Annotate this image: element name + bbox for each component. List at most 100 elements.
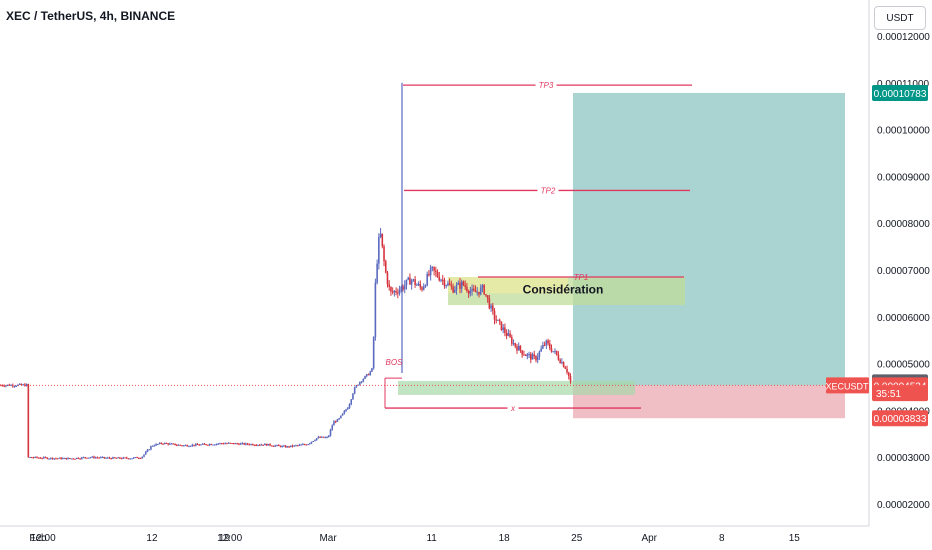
x-tick-label: 15: [789, 533, 801, 544]
annotations: Considération BOS: [384, 283, 603, 409]
candle-body: [17, 384, 19, 386]
candle-body: [48, 458, 50, 460]
candle-body: [481, 285, 484, 288]
candle-body: [338, 418, 340, 420]
price-label-stop: 0.00003833: [874, 414, 927, 425]
candle-body: [105, 457, 107, 459]
candle-body: [471, 288, 473, 292]
candle-body: [125, 457, 128, 459]
y-tick-label: 0.00003000: [877, 453, 930, 464]
candle-body: [103, 456, 106, 458]
candle-body: [547, 340, 549, 344]
candle-body: [326, 436, 328, 438]
candle-body: [236, 443, 239, 445]
candle-body: [384, 261, 387, 273]
candle-body: [81, 457, 83, 459]
candle-body: [543, 344, 546, 346]
candle-body: [545, 340, 548, 346]
candle-body: [124, 457, 126, 459]
candle-body: [459, 282, 461, 289]
candle-body: [129, 458, 132, 460]
candle-body: [44, 457, 47, 459]
candle-body: [49, 457, 52, 459]
candle-body: [564, 367, 567, 369]
candle-body: [531, 354, 534, 360]
candle-body: [219, 443, 221, 445]
x-tick-label: 12:00: [217, 533, 242, 544]
candle-body: [65, 457, 68, 460]
y-tick-label: 0.00010000: [877, 126, 930, 137]
candle-body: [106, 457, 109, 459]
candle-body: [535, 356, 537, 361]
candle-body: [333, 421, 335, 426]
candle-body: [186, 445, 188, 447]
candle-body: [248, 444, 251, 446]
candle-body: [315, 438, 318, 441]
candle-body: [188, 446, 190, 448]
candle-body: [492, 305, 494, 311]
candle-body: [343, 411, 346, 414]
price-axis[interactable]: 0.00012000 0.00011000 0.00010000 0.00009000…: [877, 32, 930, 511]
candle-body: [340, 415, 342, 419]
candle-body: [281, 445, 283, 447]
candle-body: [308, 443, 311, 445]
candle-body: [22, 384, 24, 386]
candle-body: [488, 298, 491, 309]
candle-body: [227, 442, 230, 444]
level-label-tp2: TP2: [541, 186, 556, 195]
candle-body: [110, 458, 113, 460]
candle-body: [284, 445, 287, 448]
candle-body: [336, 419, 339, 422]
candle-body: [98, 457, 100, 459]
candle-body: [37, 457, 40, 459]
candle-body: [226, 443, 228, 445]
candle-body: [424, 285, 427, 287]
candle-body: [119, 457, 121, 459]
candle-body: [510, 337, 513, 344]
candle-body: [82, 457, 85, 459]
candle-body: [359, 381, 361, 385]
candle-body: [224, 443, 226, 445]
candle-body: [554, 350, 556, 352]
candle-body: [523, 354, 525, 356]
candle-body: [165, 442, 168, 444]
candle-body: [466, 286, 468, 291]
candle-body: [302, 444, 304, 446]
candle-body: [378, 237, 380, 264]
candle-body: [286, 446, 289, 448]
candle-body: [195, 444, 197, 446]
candle-body: [414, 279, 416, 285]
currency-button[interactable]: USDT: [874, 6, 926, 30]
candle-body: [25, 384, 28, 387]
candle-body: [362, 378, 365, 382]
candle-body: [557, 354, 560, 360]
candle-body: [181, 445, 183, 447]
candle-body: [251, 444, 254, 446]
target-zone: [573, 92, 845, 386]
candle-body: [296, 445, 299, 447]
level-label-bg: [507, 403, 519, 413]
candle-body: [101, 456, 104, 458]
candle-body: [369, 371, 372, 376]
candle-body: [509, 333, 511, 338]
candle-body: [483, 285, 485, 295]
candle-body: [397, 292, 399, 294]
candle-body: [512, 343, 515, 345]
candle-body: [79, 458, 81, 460]
candle-body: [452, 286, 454, 293]
x-tick-label: 18: [499, 533, 511, 544]
candle-body: [410, 280, 413, 285]
candle-body: [300, 444, 302, 446]
candle-body: [322, 436, 325, 438]
candle-body: [115, 457, 118, 459]
candle-body: [355, 385, 358, 388]
candle-body: [172, 443, 175, 445]
level-label-bg: [537, 185, 559, 195]
candle-body: [429, 267, 432, 276]
position-zones: [398, 92, 845, 419]
candle-body: [538, 351, 541, 357]
candle-body: [473, 288, 475, 291]
candle-body: [212, 444, 214, 446]
